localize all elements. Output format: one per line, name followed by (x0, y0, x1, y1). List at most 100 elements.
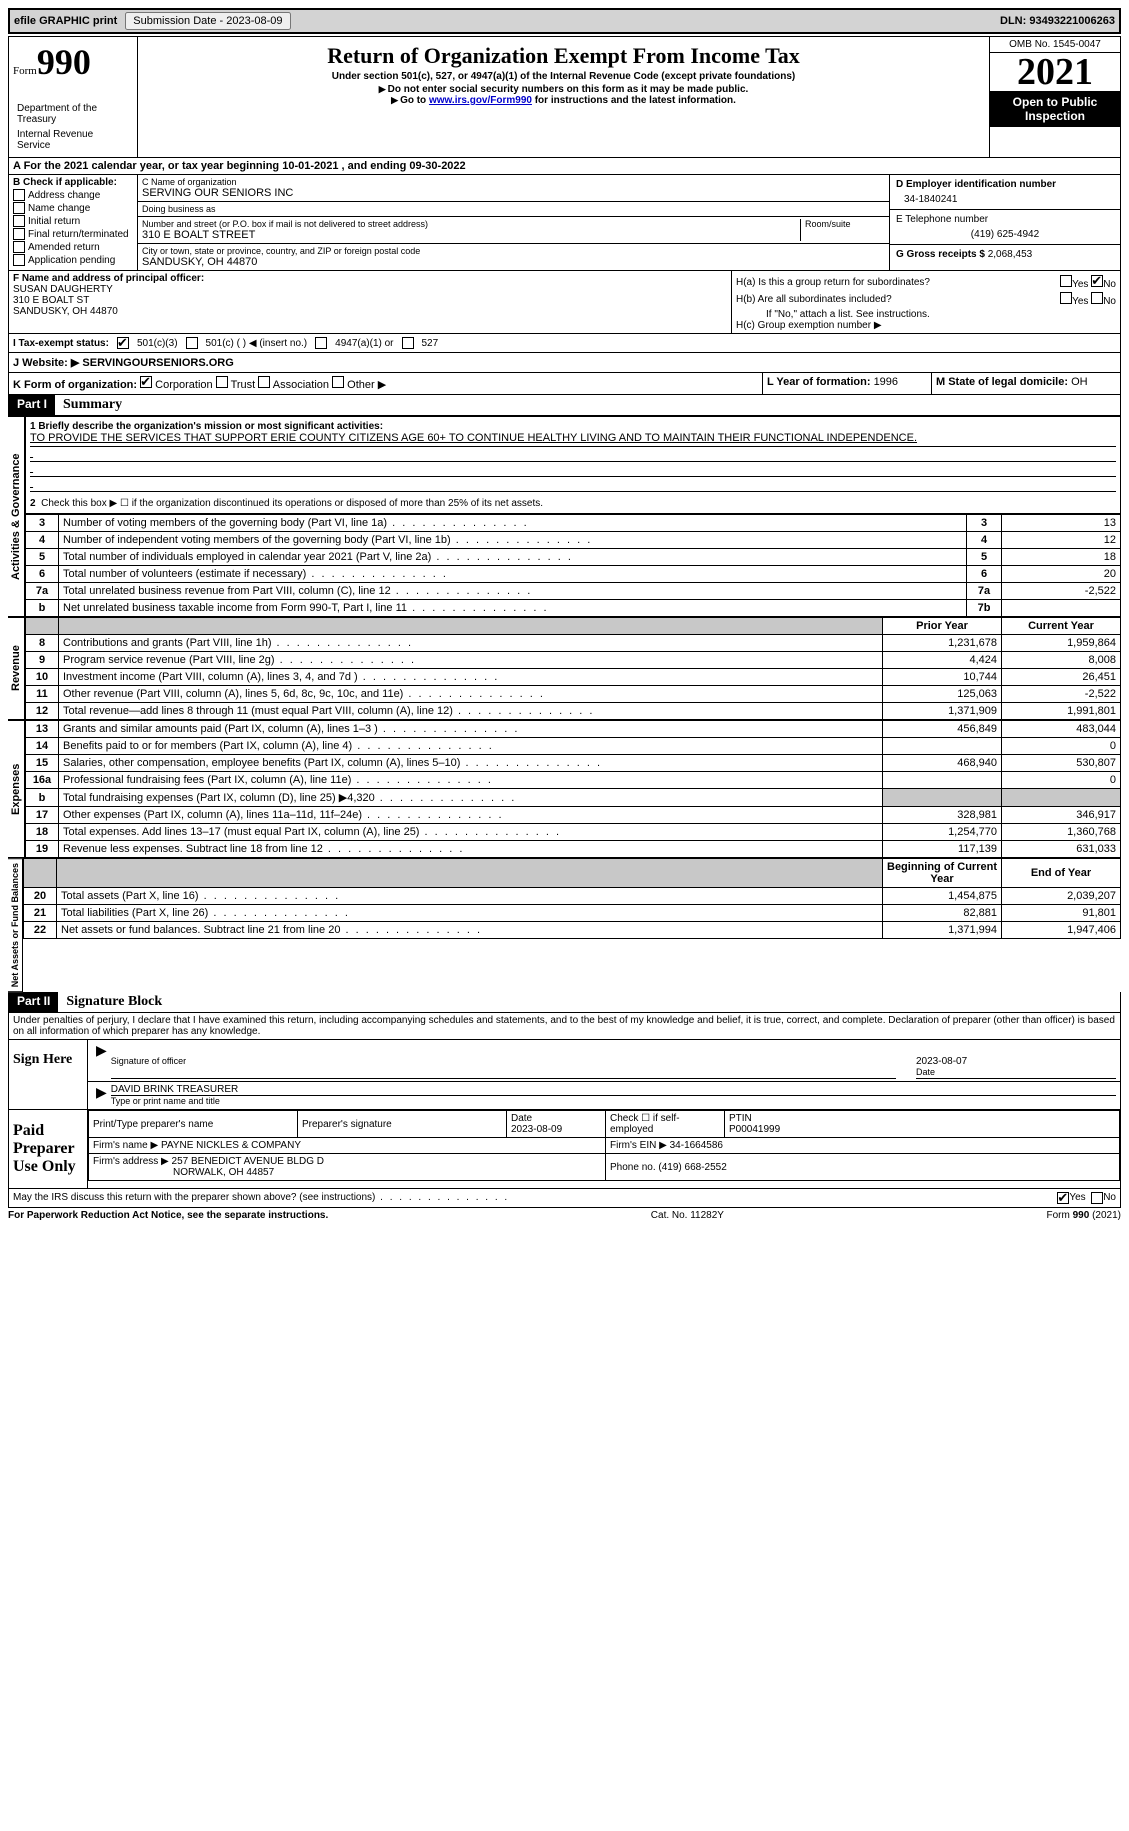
paid-preparer-label: Paid Preparer Use Only (9, 1110, 87, 1188)
discuss-no[interactable] (1091, 1192, 1103, 1204)
line-num: 9 (26, 652, 59, 669)
chk-501c[interactable] (186, 337, 198, 349)
line-desc: Contributions and grants (Part VIII, lin… (59, 635, 883, 652)
curr-val: -2,522 (1002, 686, 1121, 703)
line-num: 3 (26, 515, 59, 532)
discuss-row: May the IRS discuss this return with the… (8, 1189, 1121, 1208)
gross-label: G Gross receipts $ (896, 249, 985, 260)
line-desc: Other revenue (Part VIII, column (A), li… (59, 686, 883, 703)
perjury-declaration: Under penalties of perjury, I declare th… (8, 1013, 1121, 1039)
submission-date-button[interactable]: Submission Date - 2023-08-09 (125, 12, 290, 30)
type-name-label: Type or print name and title (111, 1096, 220, 1106)
line-val (1002, 600, 1121, 617)
prior-val (883, 738, 1002, 755)
form-subtitle-2: Do not enter social security numbers on … (388, 84, 749, 95)
ha-no[interactable] (1091, 275, 1103, 287)
line-box: 4 (967, 532, 1002, 549)
pp-self-employed: Check ☐ if self-employed (606, 1111, 725, 1138)
line1-label: 1 Briefly describe the organization's mi… (30, 421, 383, 432)
irs-label: Internal Revenue Service (13, 127, 133, 153)
prior-val: 1,371,909 (883, 703, 1002, 720)
part2-title: Signature Block (58, 992, 170, 1012)
preparer-table: Print/Type preparer's name Preparer's si… (88, 1110, 1120, 1181)
prior-val: 10,744 (883, 669, 1002, 686)
ha-yes-lbl: Yes (1072, 279, 1088, 290)
chk-other[interactable] (332, 376, 344, 388)
hb-note: If "No," attach a list. See instructions… (736, 309, 1116, 320)
lbl-final-return: Final return/terminated (28, 229, 129, 240)
tab-expenses: Expenses (8, 720, 25, 858)
hb-no[interactable] (1091, 292, 1103, 304)
chk-527[interactable] (402, 337, 414, 349)
lbl-corp: Corporation (155, 379, 212, 391)
chk-initial-return[interactable] (13, 215, 25, 227)
efile-label[interactable]: efile GRAPHIC print (14, 15, 117, 27)
chk-4947[interactable] (315, 337, 327, 349)
chk-amended[interactable] (13, 241, 25, 253)
chk-501c3[interactable] (117, 337, 129, 349)
line-num: 19 (26, 841, 59, 858)
col-hdr: Beginning of Current Year (883, 859, 1002, 888)
line-num: 7a (26, 583, 59, 600)
prior-val: 1,454,875 (883, 888, 1002, 905)
part1-title: Summary (55, 395, 130, 415)
line-desc: Investment income (Part VIII, column (A)… (59, 669, 883, 686)
city-value: SANDUSKY, OH 44870 (142, 256, 885, 268)
line-num: b (26, 600, 59, 617)
line-val: 13 (1002, 515, 1121, 532)
goto-prefix: Go to (400, 95, 429, 106)
line-desc: Number of independent voting members of … (59, 532, 967, 549)
lbl-name-change: Name change (28, 203, 90, 214)
chk-trust[interactable] (216, 376, 228, 388)
table-revenue: Prior Year Current Year8 Contributions a… (25, 617, 1121, 720)
line-desc: Other expenses (Part IX, column (A), lin… (59, 807, 883, 824)
firm-ein-label: Firm's EIN ▶ (610, 1140, 667, 1151)
line-desc: Professional fundraising fees (Part IX, … (59, 772, 883, 789)
line-desc: Total number of volunteers (estimate if … (59, 566, 967, 583)
lbl-app-pending: Application pending (28, 255, 115, 266)
discuss-yes[interactable] (1057, 1192, 1069, 1204)
chk-final-return[interactable] (13, 228, 25, 240)
hb-yes-lbl: Yes (1072, 296, 1088, 307)
line-num: 6 (26, 566, 59, 583)
line-box: 5 (967, 549, 1002, 566)
website-label: J Website: ▶ (13, 357, 79, 369)
lbl-527: 527 (422, 338, 439, 349)
row-a-label: A For the 2021 calendar year, or tax yea… (13, 160, 282, 172)
tax-status-label: I Tax-exempt status: (13, 338, 109, 349)
arrow-icon-2: ▶ (92, 1084, 111, 1107)
city-label: City or town, state or province, country… (142, 246, 885, 256)
row-a-mid: , and ending (342, 160, 410, 172)
line-num: 18 (26, 824, 59, 841)
prior-val: 4,424 (883, 652, 1002, 669)
irs-link[interactable]: www.irs.gov/Form990 (429, 95, 532, 106)
goto-suffix: for instructions and the latest informat… (532, 95, 736, 106)
ha-yes[interactable] (1060, 275, 1072, 287)
org-name: SERVING OUR SENIORS INC (142, 187, 885, 199)
ein-label: D Employer identification number (896, 179, 1114, 190)
addr-value: 310 E BOALT STREET (142, 229, 800, 241)
line-desc: Total expenses. Add lines 13–17 (must eq… (59, 824, 883, 841)
curr-val: 631,033 (1002, 841, 1121, 858)
chk-app-pending[interactable] (13, 254, 25, 266)
form-title: Return of Organization Exempt From Incom… (142, 43, 985, 69)
hb-yes[interactable] (1060, 292, 1072, 304)
col-b-header: B Check if applicable: (13, 177, 133, 188)
dln-label: DLN: 93493221006263 (1000, 15, 1115, 27)
part1-badge: Part I (9, 395, 55, 415)
lbl-address-change: Address change (28, 190, 100, 201)
form-subtitle-1: Under section 501(c), 527, or 4947(a)(1)… (142, 71, 985, 82)
pp-date: 2023-08-09 (511, 1124, 562, 1135)
col-b-checkboxes: B Check if applicable: Address change Na… (9, 175, 138, 270)
chk-name-change[interactable] (13, 202, 25, 214)
room-label: Room/suite (805, 219, 885, 229)
chk-address-change[interactable] (13, 189, 25, 201)
chk-corp[interactable] (140, 376, 152, 388)
officer-label: F Name and address of principal officer: (13, 273, 727, 284)
table-net-assets: Beginning of Current Year End of Year20 … (23, 858, 1121, 939)
year-end: 09-30-2022 (409, 160, 465, 172)
col-hdr: Current Year (1002, 618, 1121, 635)
col-hdr: Prior Year (883, 618, 1002, 635)
top-bar: efile GRAPHIC print Submission Date - 20… (8, 8, 1121, 34)
chk-assoc[interactable] (258, 376, 270, 388)
